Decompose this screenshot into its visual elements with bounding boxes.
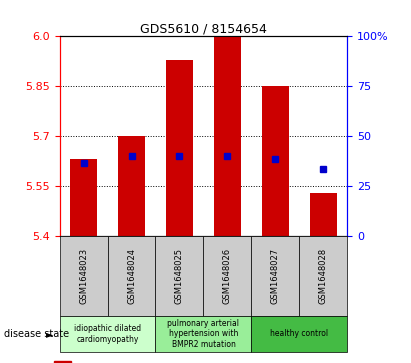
Bar [262,86,289,236]
Bar [70,159,97,236]
Bar [166,60,193,236]
Bar [214,36,240,236]
Bar [310,193,337,236]
FancyBboxPatch shape [60,236,108,316]
Text: disease state: disease state [4,329,69,339]
FancyBboxPatch shape [108,236,155,316]
Text: GSM1648027: GSM1648027 [271,248,280,304]
Text: pulmonary arterial
hypertension with
BMPR2 mutation: pulmonary arterial hypertension with BMP… [167,319,240,349]
Bar [118,136,145,236]
Text: GSM1648024: GSM1648024 [127,248,136,304]
Bar [54,361,71,363]
FancyBboxPatch shape [299,236,347,316]
Text: ►: ► [46,329,53,339]
FancyBboxPatch shape [252,316,347,352]
FancyBboxPatch shape [203,236,252,316]
FancyBboxPatch shape [60,316,155,352]
FancyBboxPatch shape [155,236,203,316]
FancyBboxPatch shape [155,316,252,352]
FancyBboxPatch shape [252,236,299,316]
Text: GSM1648023: GSM1648023 [79,248,88,304]
Text: GSM1648026: GSM1648026 [223,248,232,304]
Text: GSM1648028: GSM1648028 [319,248,328,304]
Text: idiopathic dilated
cardiomyopathy: idiopathic dilated cardiomyopathy [74,324,141,344]
Title: GDS5610 / 8154654: GDS5610 / 8154654 [140,22,267,35]
Text: GSM1648025: GSM1648025 [175,248,184,304]
Text: healthy control: healthy control [270,330,328,338]
